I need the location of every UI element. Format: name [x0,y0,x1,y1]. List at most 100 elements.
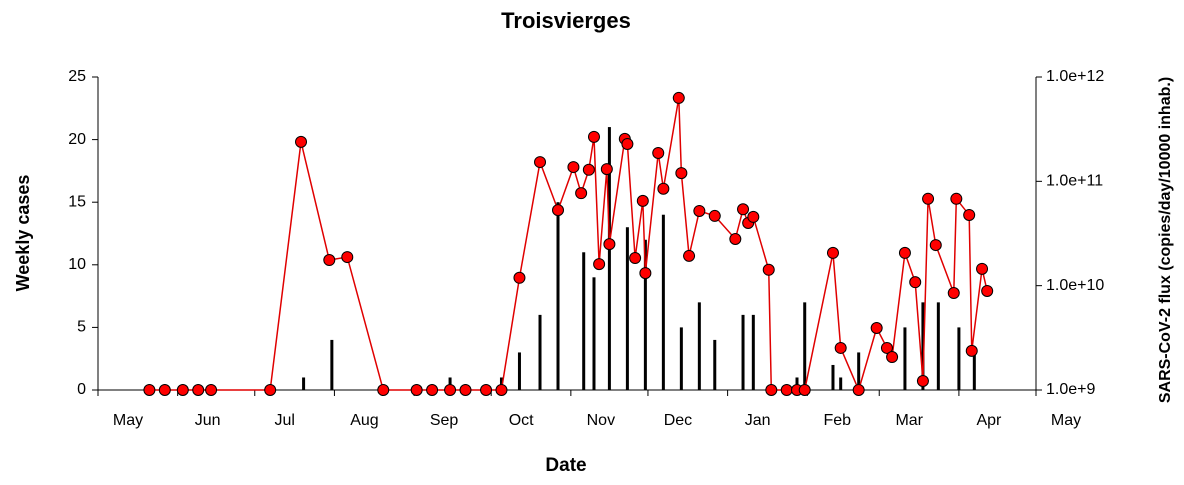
marker [965,344,978,357]
marker [176,384,189,396]
marker [834,341,847,354]
bar [697,302,701,390]
marker [657,182,670,195]
bar [499,377,503,390]
marker [963,208,976,221]
chart-title: Troisvierges [501,8,631,33]
marker [513,271,526,284]
marker [737,203,750,216]
marker [852,384,865,396]
y-tick-label: 5 [77,319,86,336]
marker [582,163,595,176]
marker [798,384,811,396]
y-tick-label: 0 [77,381,86,398]
marker [426,384,439,396]
y2-tick-label: 1.0e+12 [1046,68,1104,85]
bar [607,127,611,390]
y-tick-label: 10 [68,256,86,273]
bar [957,327,961,390]
x-tick-label: May [1051,412,1081,429]
x-tick-label: Jun [195,412,221,429]
bar [592,277,596,390]
bar [803,302,807,390]
marker [534,156,547,169]
marker [683,249,696,262]
marker [143,384,156,396]
marker [552,204,565,217]
marker [780,384,793,396]
marker [708,209,721,222]
x-tick-label: Oct [509,412,534,429]
marker [639,267,652,280]
y2-tick-label: 1.0e+11 [1046,173,1103,190]
x-tick-label: Aug [350,412,378,429]
bar [903,327,907,390]
x-tick-label: Jan [745,412,771,429]
y-axis-title: Weekly cases [13,175,33,292]
bar [921,302,925,390]
marker [976,262,989,275]
marker [158,384,171,396]
bar [679,327,683,390]
marker [480,384,493,396]
bar [625,227,629,390]
marker [909,276,922,289]
marker [323,254,336,267]
marker [575,187,588,200]
marker [459,384,472,396]
x-tick-label: Feb [823,412,851,429]
y-tick-label: 20 [68,131,86,148]
x-tick-label: Sep [430,412,459,429]
marker [870,321,883,334]
y-tick-label: 15 [68,193,86,210]
marker [981,284,994,297]
bar [713,339,717,390]
bar [741,314,745,390]
bar [448,377,452,390]
marker [747,210,760,223]
bar [831,364,835,390]
x-tick-label: May [113,412,143,429]
y2-tick-label: 1.0e+9 [1046,381,1095,398]
bar [661,214,665,390]
x-axis-title: Date [545,455,586,476]
marker [629,252,642,265]
bar [972,352,976,390]
marker [672,91,685,104]
marker [826,246,839,259]
x-tick-label: Jul [275,412,295,429]
marker [444,384,457,396]
marker [593,258,606,271]
bar [936,302,940,390]
marker [929,239,942,252]
x-tick-label: Dec [664,412,692,429]
marker [341,251,354,264]
marker [950,192,963,205]
marker [922,192,935,205]
marker [205,384,218,396]
marker [192,384,205,396]
marker [567,161,580,174]
x-tick-label: Nov [587,412,615,429]
marker [886,351,899,364]
marker [947,287,960,300]
bar [751,314,755,390]
marker [729,233,742,246]
marker [675,167,688,180]
marker [652,146,665,159]
bar [556,202,560,390]
bar [643,239,647,390]
line [149,97,988,393]
x-tick-label: Apr [976,412,1002,429]
bar [302,377,306,390]
bar [330,339,334,390]
marker [495,384,508,396]
marker [693,204,706,217]
marker [600,163,613,176]
marker [636,194,649,207]
marker [621,137,634,150]
marker [765,384,778,396]
marker [762,263,775,276]
bar [857,352,861,390]
